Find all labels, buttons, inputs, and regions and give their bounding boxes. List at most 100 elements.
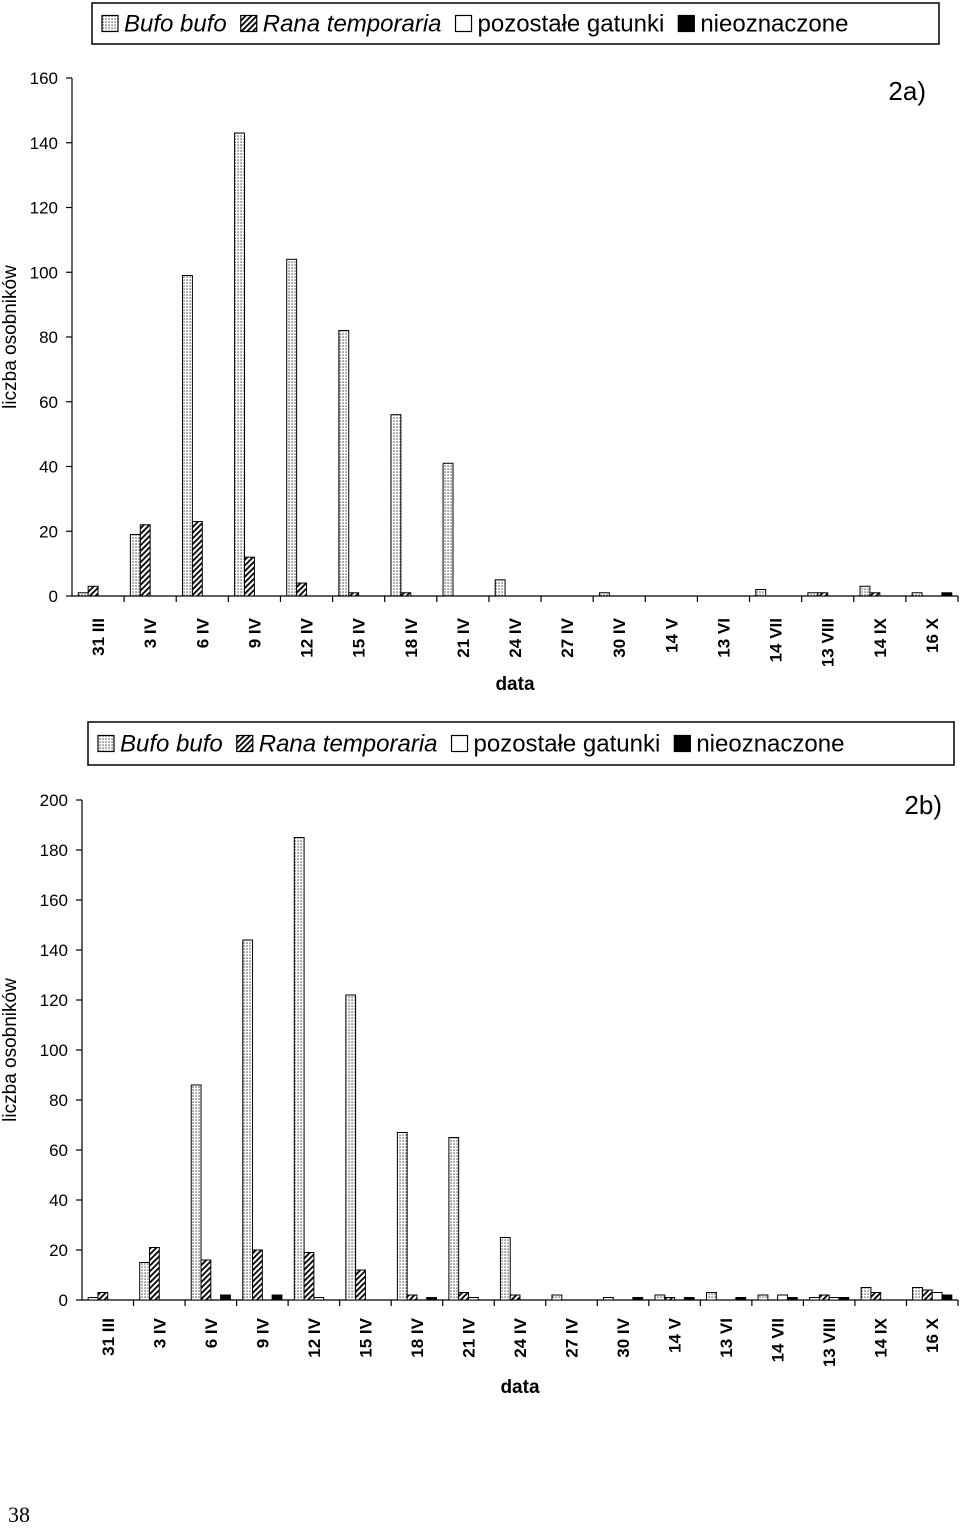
bar xyxy=(632,1297,644,1301)
bar xyxy=(911,592,923,597)
bar xyxy=(499,1237,511,1301)
bar xyxy=(442,462,454,597)
legend-swatch xyxy=(450,734,469,753)
y-tick-label: 140 xyxy=(40,941,68,960)
panel-label: 2b) xyxy=(904,790,942,820)
bar xyxy=(313,1297,325,1301)
legend-swatch xyxy=(454,14,473,33)
bar xyxy=(931,1292,943,1301)
x-tick-label: 14 VII xyxy=(767,618,786,662)
bar xyxy=(87,585,99,597)
bar xyxy=(912,1287,923,1301)
bar xyxy=(252,1249,263,1301)
legend-swatch xyxy=(240,14,258,33)
bar xyxy=(755,589,767,597)
bar xyxy=(828,1297,840,1301)
chart-panel-2a: Bufo bufo Rana temporaria pozostałe gatunk… xyxy=(0,2,959,695)
bar xyxy=(149,1247,160,1301)
bar xyxy=(551,1294,563,1301)
bar xyxy=(129,533,141,597)
bar xyxy=(817,592,829,597)
x-tick-label: 3 IV xyxy=(150,1317,169,1348)
bar xyxy=(396,1132,408,1301)
bar xyxy=(809,1297,820,1301)
bar xyxy=(941,592,953,597)
bar xyxy=(191,521,203,597)
bar xyxy=(654,1294,666,1301)
y-tick-label: 20 xyxy=(49,1241,68,1260)
y-tick-label: 0 xyxy=(49,587,58,606)
bar xyxy=(97,1292,109,1301)
y-tick-label: 60 xyxy=(39,393,58,412)
bar xyxy=(467,1297,479,1301)
legend: Bufo bufo Rana temporaria pozostałe gatunk… xyxy=(87,721,955,766)
bar xyxy=(859,585,871,597)
legend-box xyxy=(91,2,940,45)
x-tick-label: 12 IV xyxy=(298,617,317,657)
x-tick-label: 15 IV xyxy=(350,617,369,657)
bar xyxy=(390,414,402,597)
x-axis-label: data xyxy=(500,1377,540,1398)
x-tick-label: 30 IV xyxy=(614,1317,633,1357)
bar xyxy=(598,592,610,597)
x-tick-label: 6 IV xyxy=(193,617,212,648)
y-tick-label: 140 xyxy=(30,134,58,153)
x-tick-label: 24 IV xyxy=(506,617,525,657)
bar xyxy=(941,1294,953,1301)
x-tick-label: 14 V xyxy=(662,617,681,653)
bar xyxy=(77,592,89,597)
bar xyxy=(400,592,412,597)
y-tick-label: 100 xyxy=(40,1041,68,1060)
y-tick-label: 120 xyxy=(40,991,68,1010)
panel-label: 2a) xyxy=(888,76,926,106)
bar xyxy=(303,1252,315,1301)
bar xyxy=(271,1294,283,1301)
legend-swatch xyxy=(673,734,691,753)
x-tick-label: 9 IV xyxy=(245,617,264,648)
x-tick-label: 14 IX xyxy=(872,1317,891,1357)
bar xyxy=(735,1297,747,1301)
x-tick-label: 21 IV xyxy=(459,1317,478,1357)
bar xyxy=(786,1297,798,1301)
x-tick-label: 21 IV xyxy=(454,617,473,657)
bar xyxy=(494,579,506,597)
x-tick-label: 14 IX xyxy=(871,617,890,657)
chart-panel-2b: Bufo bufo Rana temporaria pozostałe gatunk… xyxy=(0,721,959,1398)
bar xyxy=(296,582,308,597)
bar xyxy=(921,1289,933,1301)
bar xyxy=(869,592,881,597)
bar xyxy=(87,1297,99,1301)
x-tick-label: 3 IV xyxy=(141,617,160,648)
y-tick-label: 60 xyxy=(49,1141,68,1160)
bar xyxy=(244,556,255,597)
legend-entry: Bufo bufo xyxy=(120,731,223,758)
legend-entry: nieoznaczone xyxy=(700,11,848,38)
legend-box xyxy=(87,721,955,766)
page-number: 38 xyxy=(8,1502,30,1527)
bar xyxy=(355,1269,366,1301)
x-tick-label: 14 V xyxy=(666,1317,685,1353)
x-tick-label: 18 IV xyxy=(408,1317,427,1357)
x-tick-label: 12 IV xyxy=(305,1317,324,1357)
x-axis-label: data xyxy=(495,674,535,695)
bar xyxy=(190,1084,202,1301)
bar xyxy=(664,1297,676,1301)
bar xyxy=(181,274,193,597)
bar xyxy=(458,1292,469,1301)
bar xyxy=(807,592,819,597)
bar xyxy=(293,837,305,1301)
x-tick-label: 15 IV xyxy=(356,1317,375,1357)
bar xyxy=(860,1287,872,1301)
y-axis-label: liczba osobników xyxy=(0,265,21,409)
bar xyxy=(242,939,254,1301)
bar xyxy=(777,1294,788,1301)
y-tick-label: 160 xyxy=(30,69,58,88)
y-axis-label: liczba osobników xyxy=(0,978,21,1122)
y-tick-label: 160 xyxy=(40,891,68,910)
bar xyxy=(757,1294,769,1301)
x-tick-label: 31 III xyxy=(89,618,108,656)
bar xyxy=(706,1292,717,1301)
x-tick-label: 16 X xyxy=(923,1317,942,1353)
bar xyxy=(838,1297,850,1301)
y-tick-label: 80 xyxy=(39,328,58,347)
